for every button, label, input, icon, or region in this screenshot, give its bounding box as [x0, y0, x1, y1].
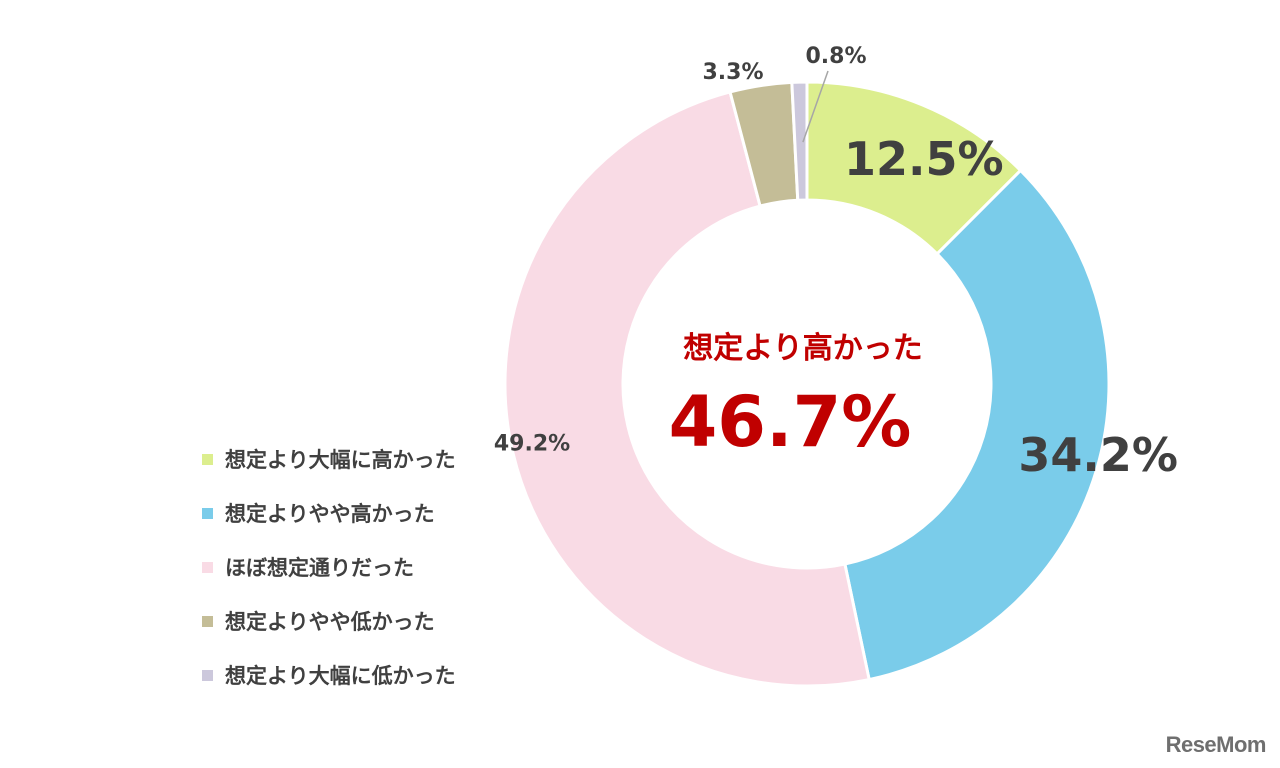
slice-value-label: 12.5% [844, 132, 1004, 186]
legend-label: 想定より大幅に低かった [225, 664, 456, 688]
donut-slice [843, 168, 1111, 682]
legend-swatch [202, 669, 213, 681]
donut-slice [790, 80, 809, 202]
legend-label: ほぼ想定通りだった [225, 556, 414, 580]
legend-label: 想定よりやや高かった [225, 502, 435, 526]
legend-label: 想定よりやや低かった [225, 610, 435, 634]
legend-item: 想定よりやや高かった [202, 486, 522, 540]
legend-swatch [202, 507, 213, 519]
donut-slices [503, 80, 1111, 688]
donut-slice [503, 90, 871, 688]
leader-line [802, 70, 829, 143]
legend-item: ほぼ想定通りだった [202, 540, 522, 594]
legend-swatch [202, 615, 213, 627]
center-label: 想定より高かった [683, 331, 922, 366]
slice-value-label: 49.2% [494, 431, 570, 456]
legend: 想定より大幅に高かった 想定よりやや高かった ほぼ想定通りだった 想定よりやや低… [202, 432, 522, 702]
legend-item: 想定より大幅に低かった [202, 648, 522, 702]
legend-swatch [202, 453, 213, 465]
legend-label: 想定より大幅に高かった [225, 448, 456, 472]
legend-item: 想定よりやや低かった [202, 594, 522, 648]
resemom-logo: ReseMom [1165, 732, 1267, 757]
slice-value-label: 34.2% [1018, 428, 1178, 482]
center-value: 46.7% [669, 381, 912, 463]
legend-swatch [202, 561, 213, 573]
slice-value-labels: 12.5% 34.2% 49.2% 3.3% 0.8% [494, 44, 1178, 482]
legend-item: 想定より大幅に高かった [202, 432, 522, 486]
slice-value-label: 0.8% [805, 44, 866, 69]
slice-value-label: 3.3% [702, 60, 763, 85]
